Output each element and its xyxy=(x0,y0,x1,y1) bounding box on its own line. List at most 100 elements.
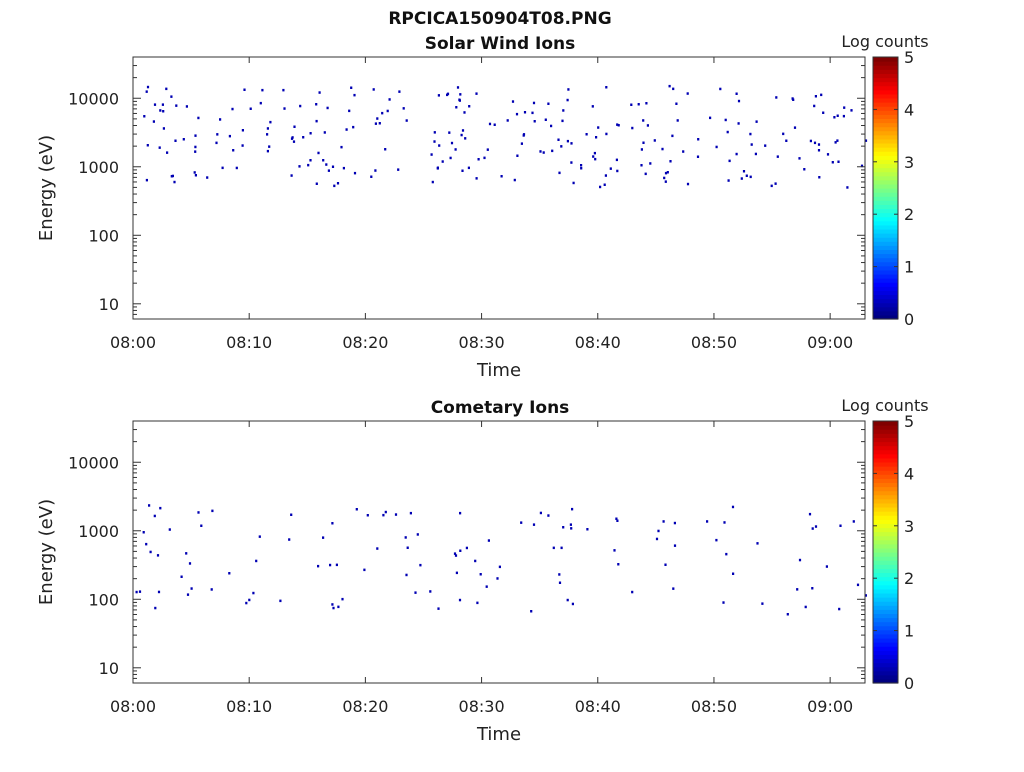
colorbar-step xyxy=(873,130,898,136)
x-tick-label: 08:50 xyxy=(691,697,737,716)
colorbar-step xyxy=(873,241,898,246)
x-tick-label: 08:30 xyxy=(459,333,505,352)
heatmap-cell xyxy=(282,88,285,92)
heatmap-cell xyxy=(165,87,168,91)
heatmap-cell xyxy=(332,606,335,610)
heatmap-cell xyxy=(487,539,490,542)
y-axis-ticks: 10 100 1000 10000 xyxy=(68,56,865,320)
heatmap-cell xyxy=(245,601,248,605)
heatmap-cell xyxy=(723,521,726,524)
heatmap-cell xyxy=(323,131,326,134)
y-axis-label: Energy (eV) xyxy=(36,135,57,241)
colorbar-step xyxy=(873,658,898,664)
heatmap-cell xyxy=(325,163,328,166)
heatmap-cell xyxy=(782,132,785,136)
heatmap-cell xyxy=(353,171,357,175)
heatmap-cell xyxy=(293,125,296,128)
heatmap-cell xyxy=(513,178,516,182)
heatmap-cell xyxy=(571,507,574,511)
heatmap-cell xyxy=(842,114,845,118)
heatmap-cell xyxy=(506,119,509,122)
heatmap-cell xyxy=(459,93,462,96)
heatmap-cell xyxy=(248,598,251,602)
heatmap-cell xyxy=(761,602,764,605)
heatmap-cell xyxy=(539,150,542,153)
colorbar-step xyxy=(873,81,898,87)
heatmap-cell xyxy=(817,149,821,152)
heatmap-cell xyxy=(404,536,407,539)
heatmap-cell xyxy=(834,141,837,144)
heatmap-cell xyxy=(532,101,536,105)
colorbar-step xyxy=(873,531,898,537)
heatmap-cell xyxy=(686,182,690,186)
heatmap-cell xyxy=(755,120,758,123)
plot-frame xyxy=(132,56,866,320)
heatmap-cell xyxy=(642,141,645,144)
heatmap-cell xyxy=(409,511,412,515)
heatmap-cell xyxy=(194,174,197,177)
heatmap-cell xyxy=(669,160,672,163)
heatmap-cell xyxy=(448,131,451,134)
colorbar-step xyxy=(873,294,898,300)
heatmap-cell xyxy=(839,524,842,527)
heatmap-cell xyxy=(737,99,741,103)
colorbar-step xyxy=(873,265,898,271)
heatmap-cell xyxy=(317,151,320,155)
heatmap-cell xyxy=(158,146,161,149)
colorbar-step xyxy=(873,151,898,156)
heatmap-cell xyxy=(561,119,564,123)
heatmap-cell xyxy=(558,581,562,584)
heatmap-cell xyxy=(731,505,735,509)
panel-title: Cometary Ions xyxy=(431,398,570,418)
x-axis-label: Time xyxy=(476,360,521,381)
heatmap-cell xyxy=(756,542,759,545)
colorbar-step xyxy=(873,486,898,492)
heatmap-cell xyxy=(820,93,823,97)
colorbar-step xyxy=(873,212,898,218)
heatmap-cell xyxy=(450,141,454,145)
heatmap-cell xyxy=(156,554,160,557)
heatmap-cell xyxy=(566,139,569,143)
heatmap-cell xyxy=(646,124,649,127)
colorbar-step xyxy=(873,421,898,426)
heatmap-cell xyxy=(742,170,746,173)
heatmap-cell xyxy=(616,519,619,522)
heatmap-cell xyxy=(672,87,675,91)
colorbar-step xyxy=(873,498,898,504)
heatmap-cell xyxy=(477,158,480,161)
heatmap-cell xyxy=(617,124,620,127)
heatmap-cell xyxy=(749,132,752,136)
heatmap-cell xyxy=(732,572,735,575)
heatmap-cell xyxy=(232,149,235,152)
heatmap-cell xyxy=(617,563,620,566)
heatmap-cell xyxy=(726,130,729,134)
colorbar-step xyxy=(873,629,898,635)
heatmap-cell xyxy=(547,102,550,105)
heatmap-cell xyxy=(566,98,569,102)
heatmap-cell xyxy=(605,132,608,136)
heatmap-cell xyxy=(727,179,730,182)
heatmap-cell xyxy=(193,171,196,174)
heatmap-cell xyxy=(493,123,496,126)
colorbar-step xyxy=(873,437,898,443)
colorbar-step xyxy=(873,425,898,430)
heatmap-cell xyxy=(604,174,607,177)
x-axis-label: Time xyxy=(476,724,521,745)
heatmap-cell xyxy=(185,105,188,108)
colorbar-step xyxy=(873,155,898,160)
heatmap-cell xyxy=(523,111,527,114)
panel-title: Solar Wind Ions xyxy=(425,34,576,54)
heatmap-cell xyxy=(649,162,652,165)
heatmap-cell xyxy=(657,529,660,533)
heatmap-cell xyxy=(609,167,612,170)
colorbar-frame xyxy=(872,56,899,320)
y-tick-label: 1000 xyxy=(78,522,119,541)
heatmap-cell xyxy=(374,122,377,125)
heatmap-cell xyxy=(331,165,335,168)
colorbar-tick-label: 4 xyxy=(904,100,914,119)
colorbar-step xyxy=(873,650,898,655)
y-tick-label: 10 xyxy=(99,295,119,314)
heatmap-cell xyxy=(793,126,797,129)
heatmap-cell xyxy=(461,169,464,172)
